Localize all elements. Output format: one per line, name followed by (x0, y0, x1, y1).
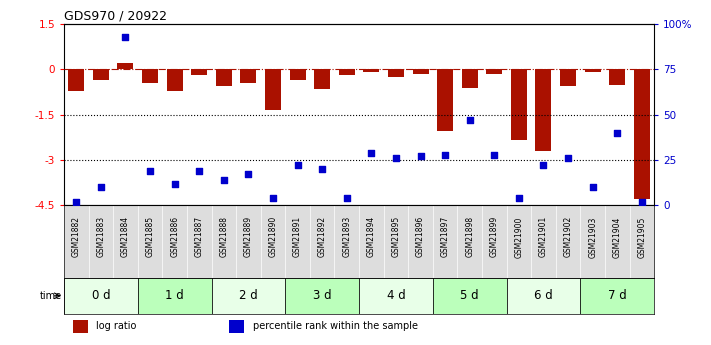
Point (365, 150, 377, 156)
Point (169, 181, 181, 186)
Bar (338, 69, 355, 76)
Bar (314, 69, 330, 89)
Point (267, 195, 279, 201)
Text: log ratio: log ratio (97, 321, 137, 331)
Bar (191, 69, 207, 76)
Bar (285, 278, 359, 314)
Bar (212, 278, 285, 314)
Point (390, 155, 402, 161)
Point (636, 199, 648, 204)
Text: GSM21891: GSM21891 (293, 216, 302, 257)
Point (70, 199, 82, 204)
Bar (265, 69, 281, 110)
Bar (363, 69, 380, 72)
Bar (506, 278, 580, 314)
Text: GSM21899: GSM21899 (490, 216, 499, 257)
Bar (229, 320, 244, 333)
Bar (584, 69, 601, 72)
Point (119, 34, 131, 40)
Point (341, 195, 353, 201)
Bar (461, 69, 478, 88)
Point (611, 130, 623, 136)
Text: 5 d: 5 d (461, 289, 479, 302)
Bar (68, 69, 85, 90)
Bar (93, 69, 109, 80)
Text: GSM21897: GSM21897 (441, 216, 449, 257)
Point (144, 168, 156, 174)
Text: 6 d: 6 d (534, 289, 553, 302)
Point (218, 177, 230, 183)
Point (538, 162, 549, 168)
Text: GSM21887: GSM21887 (195, 216, 204, 257)
Text: GSM21892: GSM21892 (318, 216, 326, 257)
Text: 3 d: 3 d (313, 289, 331, 302)
Text: GSM21905: GSM21905 (637, 216, 646, 257)
Bar (511, 69, 527, 140)
Text: GSM21904: GSM21904 (613, 216, 621, 257)
Point (193, 168, 205, 174)
Text: GSM21903: GSM21903 (588, 216, 597, 257)
Text: GSM21901: GSM21901 (539, 216, 548, 257)
Point (316, 166, 328, 172)
Text: GSM21886: GSM21886 (170, 216, 179, 257)
Point (488, 152, 500, 157)
Text: GSM21883: GSM21883 (97, 216, 105, 257)
Bar (138, 278, 212, 314)
Bar (560, 69, 576, 86)
Text: percentile rank within the sample: percentile rank within the sample (253, 321, 418, 331)
Text: GSM21895: GSM21895 (392, 216, 400, 257)
Text: GSM21885: GSM21885 (146, 216, 154, 257)
Bar (433, 278, 506, 314)
Text: 2 d: 2 d (239, 289, 258, 302)
Text: GDS970 / 20922: GDS970 / 20922 (64, 10, 167, 23)
Text: GSM21902: GSM21902 (564, 216, 572, 257)
Text: 7 d: 7 d (608, 289, 626, 302)
Text: GSM21893: GSM21893 (342, 216, 351, 257)
Bar (437, 69, 453, 131)
Text: GSM21889: GSM21889 (244, 216, 253, 257)
Bar (117, 63, 134, 69)
Bar (412, 69, 429, 74)
Bar (142, 69, 158, 83)
Point (292, 162, 304, 168)
Bar (634, 69, 650, 199)
Text: 4 d: 4 d (387, 289, 405, 302)
Point (242, 172, 254, 177)
Text: GSM21884: GSM21884 (121, 216, 130, 257)
Text: GSM21888: GSM21888 (219, 216, 228, 257)
Text: 0 d: 0 d (92, 289, 110, 302)
Bar (216, 69, 232, 86)
Point (415, 154, 426, 159)
Text: time: time (39, 291, 62, 301)
Point (562, 155, 574, 161)
Bar (166, 69, 183, 90)
Bar (289, 69, 306, 80)
Point (513, 195, 525, 201)
Point (587, 184, 599, 190)
Bar (388, 69, 404, 77)
Bar (73, 320, 87, 333)
Point (464, 117, 476, 123)
Bar (609, 69, 625, 85)
Point (95, 184, 107, 190)
Bar (580, 278, 654, 314)
Bar (486, 69, 502, 74)
Bar (240, 69, 257, 83)
Text: 1 d: 1 d (165, 289, 184, 302)
Point (439, 152, 451, 157)
Bar (64, 278, 138, 314)
Text: GSM21896: GSM21896 (416, 216, 425, 257)
Text: GSM21900: GSM21900 (514, 216, 523, 257)
Text: GSM21898: GSM21898 (465, 216, 474, 257)
Text: GSM21890: GSM21890 (269, 216, 277, 257)
Text: GSM21894: GSM21894 (367, 216, 376, 257)
Text: GSM21882: GSM21882 (72, 216, 81, 257)
Bar (535, 69, 552, 151)
Bar (359, 278, 433, 314)
